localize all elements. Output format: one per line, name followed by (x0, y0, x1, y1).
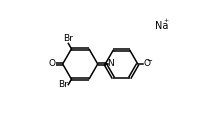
Text: O: O (144, 60, 151, 68)
Text: +: + (164, 18, 169, 23)
Text: Br: Br (63, 34, 73, 43)
Text: Br: Br (58, 80, 68, 89)
Text: N: N (107, 60, 114, 68)
Text: −: − (146, 58, 152, 64)
Text: Na: Na (155, 21, 169, 31)
Text: O: O (48, 60, 55, 68)
